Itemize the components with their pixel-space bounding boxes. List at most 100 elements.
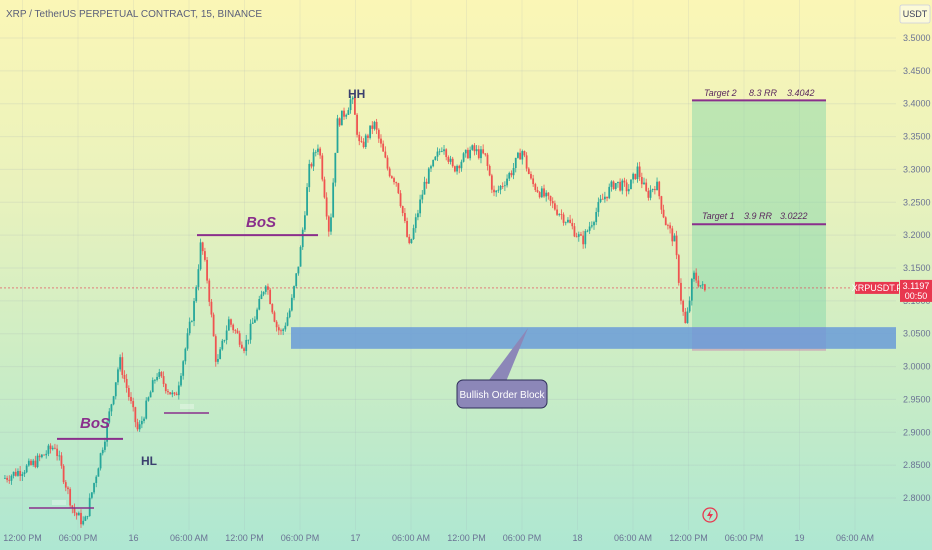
candle-body xyxy=(601,198,604,200)
candle-body xyxy=(577,234,580,237)
candle-body xyxy=(299,247,302,267)
candle-body xyxy=(247,339,250,341)
candle-body xyxy=(356,114,358,135)
candle-body xyxy=(688,300,691,312)
candle-body xyxy=(351,97,354,100)
bos-annotation-1[interactable]: BoS xyxy=(57,415,123,440)
candle-body xyxy=(84,516,87,521)
time-tick-label: 19 xyxy=(794,533,804,543)
target-2-price: 3.4042 xyxy=(787,88,815,98)
lightning-icon[interactable] xyxy=(702,507,718,523)
target-zone-fill xyxy=(692,100,826,328)
candle-body xyxy=(195,287,198,302)
candle-body xyxy=(497,189,500,191)
target-1-annotation[interactable]: Target 1 3.9 RR 3.0222 xyxy=(692,211,826,226)
candle-body xyxy=(36,455,39,468)
target-2-rr: 8.3 RR xyxy=(749,88,778,98)
candle-body xyxy=(582,235,585,245)
candle-body xyxy=(349,99,352,111)
callout-label: Bullish Order Block xyxy=(459,390,545,401)
candle-body xyxy=(193,301,195,322)
candle-body xyxy=(40,454,43,458)
candle-body xyxy=(317,148,319,152)
candle-body xyxy=(619,181,621,191)
candle-body xyxy=(245,339,248,351)
candle-body xyxy=(251,322,254,324)
candle-body xyxy=(419,199,422,214)
candle-body xyxy=(243,348,245,351)
candle-body xyxy=(214,336,217,362)
candle-body xyxy=(397,183,400,194)
target-zone[interactable] xyxy=(692,100,826,351)
candle-body xyxy=(132,401,135,408)
hh-label: HH xyxy=(348,87,365,101)
time-tick-label: 06:00 AM xyxy=(614,533,652,543)
candle-body xyxy=(590,225,593,227)
candle-body xyxy=(286,317,289,326)
bullish-order-block-zone[interactable] xyxy=(291,327,896,349)
candle-body xyxy=(221,340,224,350)
order-block-callout[interactable]: Bullish Order Block xyxy=(456,328,548,409)
minor-level-mark-2 xyxy=(180,404,194,409)
candle-body xyxy=(199,242,202,270)
candle-body xyxy=(353,97,356,115)
candle-body xyxy=(14,471,17,476)
time-tick-label: 18 xyxy=(572,533,582,543)
candle-body xyxy=(108,411,111,423)
candle-body xyxy=(567,219,569,223)
candle-body xyxy=(12,471,15,476)
candle-body xyxy=(538,192,541,198)
candle-body xyxy=(6,477,8,480)
candle-body xyxy=(267,286,269,290)
candle-body xyxy=(556,209,558,215)
candle-body xyxy=(95,476,98,484)
candle-body xyxy=(345,114,348,117)
candle-body xyxy=(375,121,378,130)
time-axis[interactable]: 12:00 PM 06:00 PM 16 06:00 AM 12:00 PM 06:00 … xyxy=(3,533,874,543)
candle-body xyxy=(475,149,478,152)
candle-body xyxy=(506,178,508,186)
target-2-annotation[interactable]: Target 2 8.3 RR 3.4042 xyxy=(692,88,826,102)
target-1-rr: 3.9 RR xyxy=(744,211,773,221)
price-tick-label: 3.4500 xyxy=(903,66,931,76)
candle-body xyxy=(380,138,382,144)
candle-body xyxy=(64,482,67,488)
candle-body xyxy=(110,404,113,412)
candle-body xyxy=(445,149,448,158)
candle-body xyxy=(362,141,365,147)
candle-body xyxy=(388,168,391,177)
candle-body xyxy=(469,149,472,159)
candle-body xyxy=(377,129,380,139)
bos-annotation-2[interactable]: BoS xyxy=(197,214,318,237)
candle-body xyxy=(621,180,624,191)
lightning-icon-ring xyxy=(702,507,718,523)
candle-body xyxy=(569,219,571,223)
candle-body xyxy=(647,190,650,198)
candle-body xyxy=(612,181,615,189)
candle-body xyxy=(140,420,143,425)
candle-body xyxy=(673,235,676,242)
candle-body xyxy=(4,477,6,479)
candle-body xyxy=(699,285,702,287)
candle-body xyxy=(208,280,211,302)
candle-body xyxy=(260,294,263,299)
candle-body xyxy=(684,311,687,324)
candle-body xyxy=(308,163,311,188)
candle-body xyxy=(271,304,274,313)
candle-body xyxy=(93,483,95,493)
hl-label: HL xyxy=(141,454,157,468)
candle-body xyxy=(323,179,326,198)
candle-body xyxy=(517,152,519,158)
candle-body xyxy=(106,422,108,442)
price-axis[interactable]: 3.5000 3.4500 3.4000 3.3500 3.3000 3.2500 3.20… xyxy=(903,33,931,503)
currency-badge[interactable]: USDT xyxy=(899,4,931,24)
candle-body xyxy=(173,392,176,394)
candle-body xyxy=(206,259,208,281)
candle-body xyxy=(682,300,685,312)
candle-body xyxy=(197,269,200,288)
candle-body xyxy=(421,194,424,200)
countdown-label: 00:50 xyxy=(905,291,928,301)
price-tick-label: 2.8500 xyxy=(903,460,931,470)
